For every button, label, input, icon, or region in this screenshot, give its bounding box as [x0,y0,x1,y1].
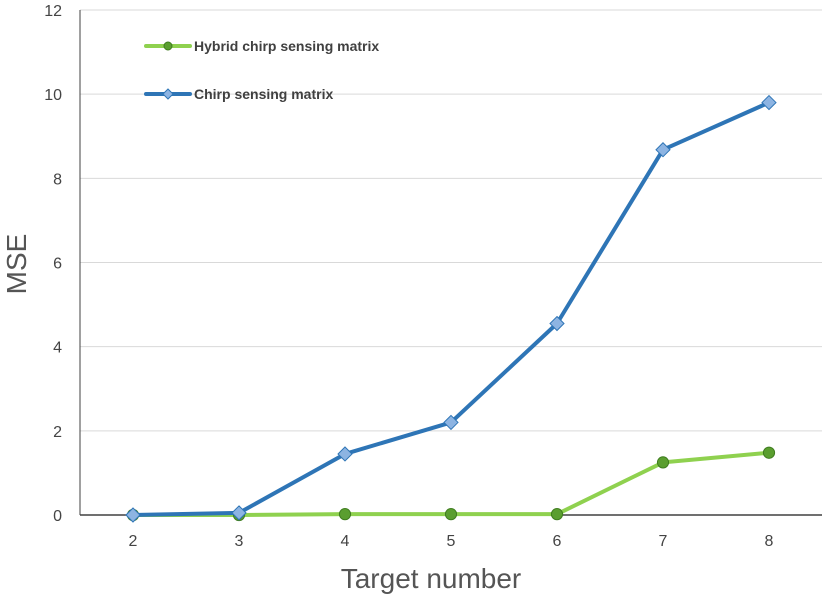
series-line [131,450,771,517]
x-tick-label: 2 [129,533,138,550]
y-axis-title: MSE [1,234,32,295]
x-tick-label: 8 [765,533,774,550]
series-1 [125,94,777,523]
x-tick-label: 5 [447,533,456,550]
series-line [131,100,771,517]
legend-item: Hybrid chirp sensing matrix [144,38,379,54]
y-tick-label: 0 [53,508,62,525]
data-point [443,414,459,431]
data-point [656,456,670,469]
y-tick-labels: 0 2 4 6 8 10 12 [44,3,62,525]
x-tick-label: 7 [659,533,668,550]
legend-label: Hybrid chirp sensing matrix [194,38,379,54]
data-point [162,88,174,100]
data-point [655,142,671,158]
data-point [761,94,777,111]
series [125,94,777,523]
x-axis-title: Target number [341,563,522,594]
x-tick-labels: 2 3 4 5 6 7 8 [129,533,774,550]
x-tick-label: 4 [341,533,350,550]
y-tick-label: 6 [53,256,62,273]
data-point [550,508,564,521]
data-point [163,41,173,51]
gridlines [80,9,822,432]
data-point [125,507,141,523]
data-point [762,446,776,459]
series-0 [126,446,776,522]
legend: Hybrid chirp sensing matrix Chirp sensing… [144,38,379,102]
y-tick-label: 12 [44,3,62,20]
data-point [549,315,565,332]
y-tick-label: 4 [53,340,62,357]
y-tick-label: 8 [53,171,62,188]
x-tick-label: 6 [553,533,562,550]
data-point [338,508,352,521]
data-point [231,505,247,521]
y-tick-label: 10 [44,87,62,104]
data-point [337,446,353,462]
legend-label: Chirp sensing matrix [194,86,333,102]
data-point [444,508,458,521]
legend-item: Chirp sensing matrix [144,86,333,102]
x-tick-label: 3 [235,533,244,550]
y-tick-label: 2 [53,424,62,441]
